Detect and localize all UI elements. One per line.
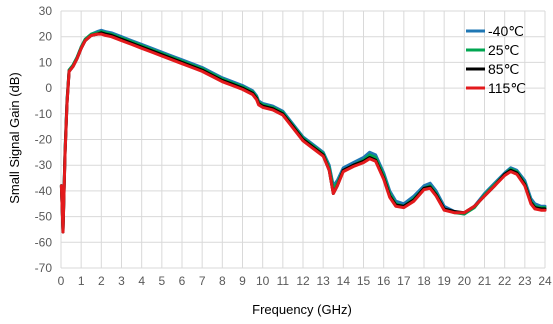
x-axis-title: Frequency (GHz): [252, 302, 352, 317]
y-tick-label: -30: [35, 158, 53, 172]
y-tick-label: -60: [35, 235, 53, 249]
y-axis-title: Small Signal Gain (dB): [7, 72, 22, 204]
x-tick-label: 1: [78, 274, 85, 288]
x-tick-label: 21: [478, 274, 492, 288]
x-tick-label: 0: [58, 274, 65, 288]
y-tick-label: -50: [35, 210, 53, 224]
x-tick-label: 8: [219, 274, 226, 288]
x-tick-label: 15: [357, 274, 371, 288]
x-tick-label: 24: [538, 274, 552, 288]
x-tick-label: 22: [498, 274, 512, 288]
x-tick-label: 4: [138, 274, 145, 288]
legend-label: 115℃: [488, 80, 526, 96]
x-tick-label: 12: [296, 274, 310, 288]
x-tick-label: 3: [118, 274, 125, 288]
x-tick-label: 9: [239, 274, 246, 288]
x-tick-label: 20: [458, 274, 472, 288]
x-tick-label: 13: [316, 274, 330, 288]
y-tick-label: 20: [39, 30, 53, 44]
y-tick-label: 30: [39, 4, 53, 18]
series-lines: [59, 28, 547, 234]
x-tick-label: 23: [518, 274, 532, 288]
x-tick-label: 2: [98, 274, 105, 288]
legend-label: -40℃: [488, 23, 524, 39]
x-tick-label: 11: [277, 274, 290, 288]
x-tick-label: 16: [377, 274, 391, 288]
legend-label: 85℃: [488, 61, 519, 77]
legend: -40℃ 25℃ 85℃ 115℃: [466, 23, 526, 96]
y-tick-label: -10: [35, 107, 53, 121]
x-tick-labels: 0 1 2 3 4 5 6 7 8 9 10 11 12 13 14 15 16 17 18 19 20 21 22 23 24: [58, 274, 552, 288]
y-tick-labels: 30 20 10 0 -10 -20 -30 -40 -50 -60 -70: [35, 4, 53, 275]
y-tick-label: 0: [45, 81, 52, 95]
x-tick-label: 6: [179, 274, 186, 288]
series-line-3: [59, 32, 547, 234]
y-tick-label: -20: [35, 133, 53, 147]
x-tick-label: 7: [199, 274, 206, 288]
x-tick-label: 19: [437, 274, 451, 288]
x-tick-label: 5: [158, 274, 165, 288]
x-tick-label: 17: [397, 274, 411, 288]
grid: [60, 10, 546, 269]
legend-label: 25℃: [488, 42, 519, 58]
x-tick-label: 14: [337, 274, 351, 288]
y-tick-label: -70: [35, 261, 53, 275]
y-tick-label: 10: [39, 55, 53, 69]
x-tick-label: 18: [417, 274, 431, 288]
x-tick-label: 10: [256, 274, 270, 288]
y-tick-label: -40: [35, 184, 53, 198]
